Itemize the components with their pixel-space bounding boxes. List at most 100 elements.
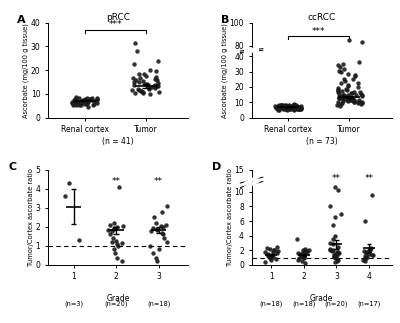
Point bbox=[84, 100, 91, 105]
Point bbox=[78, 103, 84, 108]
Point bbox=[275, 105, 281, 110]
Point bbox=[340, 97, 346, 102]
Point bbox=[270, 254, 276, 259]
Point bbox=[154, 226, 160, 231]
Point bbox=[350, 97, 356, 102]
Point bbox=[275, 103, 282, 109]
Point bbox=[327, 204, 333, 209]
Point bbox=[275, 104, 282, 109]
Point bbox=[72, 103, 79, 108]
Text: (n = 41): (n = 41) bbox=[102, 137, 134, 146]
Point bbox=[291, 102, 297, 107]
Point bbox=[164, 239, 170, 245]
Point bbox=[335, 87, 342, 92]
Point bbox=[72, 97, 78, 102]
Text: (n=18): (n=18) bbox=[260, 301, 283, 307]
Point bbox=[163, 222, 169, 227]
Point bbox=[297, 104, 304, 109]
Point bbox=[274, 104, 280, 109]
Point bbox=[366, 251, 372, 256]
Point bbox=[156, 246, 162, 251]
Point bbox=[66, 181, 72, 186]
Text: (n=18): (n=18) bbox=[147, 301, 170, 307]
Point bbox=[73, 100, 80, 106]
Text: **: ** bbox=[154, 176, 163, 185]
Point bbox=[343, 87, 350, 92]
Point bbox=[370, 252, 376, 257]
Point bbox=[94, 96, 100, 101]
Point bbox=[352, 72, 358, 78]
Point bbox=[286, 103, 292, 108]
Point bbox=[282, 106, 288, 111]
X-axis label: Grade: Grade bbox=[106, 294, 130, 303]
Point bbox=[76, 96, 82, 101]
Point bbox=[356, 90, 363, 95]
Text: C: C bbox=[9, 162, 17, 172]
Point bbox=[109, 239, 115, 245]
Point bbox=[340, 93, 346, 98]
Point bbox=[90, 102, 96, 107]
Point bbox=[265, 254, 272, 259]
Point bbox=[344, 98, 350, 103]
Point bbox=[330, 237, 336, 242]
Point bbox=[356, 100, 362, 105]
Point bbox=[80, 99, 86, 104]
Point bbox=[300, 247, 306, 252]
Point bbox=[274, 248, 281, 254]
Point bbox=[159, 209, 166, 214]
Point bbox=[340, 92, 347, 97]
Point bbox=[90, 101, 97, 106]
Point bbox=[149, 85, 155, 90]
Text: (n = 73): (n = 73) bbox=[306, 137, 338, 146]
Point bbox=[288, 104, 294, 109]
Point bbox=[154, 83, 160, 88]
Point bbox=[73, 98, 79, 103]
Point bbox=[327, 246, 334, 251]
Point bbox=[154, 258, 160, 264]
Point bbox=[144, 82, 150, 88]
Point bbox=[284, 104, 290, 109]
Point bbox=[278, 103, 284, 108]
Point bbox=[358, 101, 364, 106]
Point bbox=[339, 94, 346, 99]
Point bbox=[110, 236, 117, 241]
Point bbox=[298, 107, 305, 112]
Point bbox=[273, 105, 279, 110]
Text: **: ** bbox=[332, 173, 341, 182]
Point bbox=[119, 258, 125, 264]
Point bbox=[345, 95, 352, 100]
Point bbox=[338, 101, 344, 107]
Point bbox=[114, 224, 120, 229]
Point bbox=[301, 256, 307, 261]
Point bbox=[136, 72, 142, 77]
Point bbox=[335, 187, 341, 192]
Point bbox=[150, 251, 156, 256]
Point bbox=[264, 252, 271, 257]
Point bbox=[291, 106, 297, 111]
Point bbox=[349, 95, 355, 100]
Point bbox=[153, 68, 160, 74]
Point bbox=[80, 100, 86, 106]
Point bbox=[110, 246, 117, 251]
Point bbox=[301, 252, 308, 257]
Point bbox=[294, 103, 300, 108]
Point bbox=[264, 251, 271, 256]
Point bbox=[298, 254, 304, 259]
Point bbox=[109, 228, 115, 233]
Point bbox=[340, 98, 347, 103]
Point bbox=[276, 108, 283, 113]
Point bbox=[271, 248, 278, 253]
Point bbox=[111, 225, 117, 230]
Point bbox=[262, 249, 268, 254]
Point bbox=[88, 98, 94, 103]
Point bbox=[136, 79, 142, 85]
Point bbox=[346, 37, 352, 42]
Point bbox=[333, 255, 339, 260]
Point bbox=[360, 257, 366, 262]
Point bbox=[338, 69, 344, 74]
Point bbox=[111, 226, 118, 231]
Point bbox=[301, 260, 308, 265]
Point bbox=[155, 89, 162, 95]
Point bbox=[281, 103, 288, 108]
Point bbox=[334, 252, 340, 257]
